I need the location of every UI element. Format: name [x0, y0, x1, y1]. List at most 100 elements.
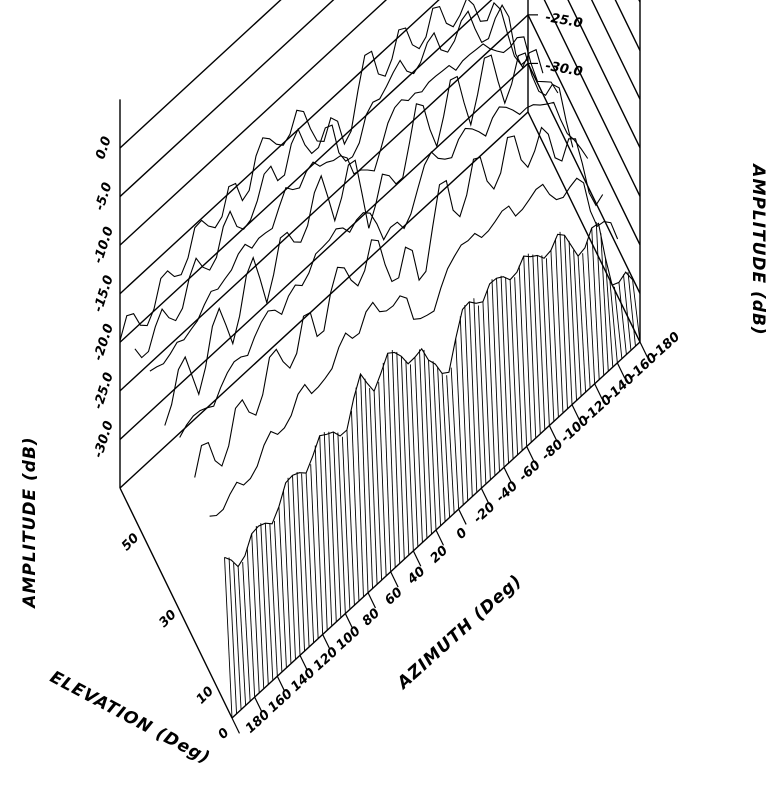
azimuth-tick-mark: [412, 550, 422, 567]
surface-hatch-line: [487, 290, 496, 476]
right-amplitude-axis-title: AMPLITUDE (dB): [748, 162, 768, 335]
azimuth-tick-mark: [276, 675, 286, 692]
surface-hatch-line: [382, 362, 392, 572]
back-wall-gridline: [119, 111, 529, 489]
surface-hatch-line: [632, 279, 641, 343]
left-amplitude-tick-label: -30.0: [91, 419, 117, 459]
back-wall-gridline: [119, 0, 388, 246]
surface-hatch-line: [523, 256, 532, 443]
surface-hatch-line: [555, 238, 564, 414]
side-wall-gridline: [527, 111, 641, 343]
back-wall-gridline: [119, 0, 282, 149]
surface-hatch-line: [509, 279, 519, 455]
surface-hatch-line: [224, 557, 233, 719]
surface-hatch-line: [251, 533, 260, 693]
surface-hatch-line: [564, 235, 573, 405]
surface-hatch-line: [518, 265, 528, 447]
azimuth-tick-mark: [254, 696, 263, 713]
azimuth-tick-mark: [639, 341, 649, 358]
surface-hatch-line: [373, 391, 383, 581]
azimuth-tick-mark: [299, 655, 309, 671]
surface-hatch-line: [301, 473, 310, 647]
surface-hatch-line: [255, 525, 265, 689]
azimuth-tick-mark: [571, 404, 581, 421]
azimuth-tick-mark: [367, 592, 377, 609]
surface-hatch-line: [477, 305, 487, 485]
surface-hatch-line: [346, 429, 355, 606]
surface-hatch-line: [500, 275, 509, 464]
left-amplitude-tick-label: -5.0: [92, 181, 115, 213]
azimuth-tick-label: 100: [334, 624, 364, 653]
left-amplitude-axis-title: AMPLITUDE (dB): [20, 436, 40, 609]
surface-ridge-line: [149, 36, 559, 372]
axis-labels: -180-160-140-120-100-80-60-40-2002040608…: [20, 10, 768, 769]
surface-hatch-line: [355, 387, 364, 597]
azimuth-tick-label: -40: [494, 479, 522, 506]
surface-hatch-line: [405, 360, 414, 551]
surface-hatch-line: [269, 523, 278, 677]
azimuth-tick-mark: [390, 571, 399, 588]
surface-ridge-line: [179, 101, 589, 438]
azimuth-tick-label: 0: [454, 525, 471, 542]
surface-hatch-line: [459, 316, 469, 501]
side-wall-gridline: [527, 14, 641, 246]
surface-hatch-line: [323, 432, 333, 627]
elevation-axis-title: ELEVATION (Deg): [47, 667, 214, 768]
surface-hatch-line: [582, 253, 591, 388]
surface-hatch-line: [296, 471, 305, 652]
surface-hatch-line: [568, 240, 577, 401]
surface-hatch-line: [446, 375, 455, 514]
surface-hatch-line: [473, 298, 482, 489]
surface-hatch-line: [423, 349, 432, 535]
surface-hatch-line: [332, 431, 342, 618]
surface-hatch-line: [527, 253, 537, 439]
surface-hatch-line: [455, 338, 464, 505]
surface-hatch-line: [305, 473, 315, 643]
side-wall-gridline: [567, 0, 641, 149]
surface-hatch-line: [496, 278, 505, 468]
surface-hatch-line: [432, 361, 441, 526]
left-amplitude-tick-label: -20.0: [91, 322, 117, 362]
surface-hatch-line: [419, 349, 428, 539]
surface-hatch-line: [233, 562, 242, 710]
surface-hatch-line: [559, 231, 568, 409]
surface-hatch-line: [541, 255, 550, 426]
surface-hatch-line: [260, 523, 269, 685]
back-wall-gridline: [119, 62, 529, 440]
surface-hatch-line: [264, 523, 274, 681]
surface-hatch-line: [577, 256, 587, 393]
surface-hatch-line: [228, 557, 237, 714]
surface-hatch-line: [387, 353, 396, 568]
surface-hatch-line: [378, 381, 387, 576]
surface-hatch-line: [391, 349, 401, 564]
elevation-tick-label: 50: [119, 531, 142, 554]
surface-ridge-line: [194, 126, 604, 478]
azimuth-tick-mark: [526, 446, 535, 463]
surface-hatch-line: [369, 388, 378, 585]
surface-ridge-line: [119, 0, 529, 341]
left-amplitude-tick-label: -25.0: [91, 371, 117, 411]
azimuth-tick-label: 40: [404, 564, 428, 588]
surface-hatch-line: [482, 301, 491, 480]
surface-hatch-line: [351, 410, 360, 602]
right-amplitude-tick-label: -25.0: [544, 10, 584, 31]
surface-hatch-line: [328, 431, 337, 622]
back-wall-gridline: [119, 0, 493, 343]
side-wall-gridline: [543, 0, 641, 197]
side-wall-gridline: [614, 0, 641, 51]
azimuth-tick-mark: [503, 467, 513, 483]
surface-hatch-line: [337, 432, 346, 614]
surface-hatch-line: [609, 280, 618, 363]
surface-hatch-line: [464, 305, 473, 497]
surface-hatch-line: [604, 257, 614, 368]
surface-hatch-line: [364, 378, 373, 589]
azimuth-tick-label: 160: [266, 686, 296, 715]
azimuth-tick-label: 180: [243, 707, 273, 736]
surface-hatch-line: [292, 475, 301, 656]
back-wall-gridline: [119, 14, 529, 392]
amplitude-surface: [119, 0, 641, 719]
surface-hatch-line: [273, 520, 283, 673]
surface-hatch-line: [550, 250, 559, 418]
